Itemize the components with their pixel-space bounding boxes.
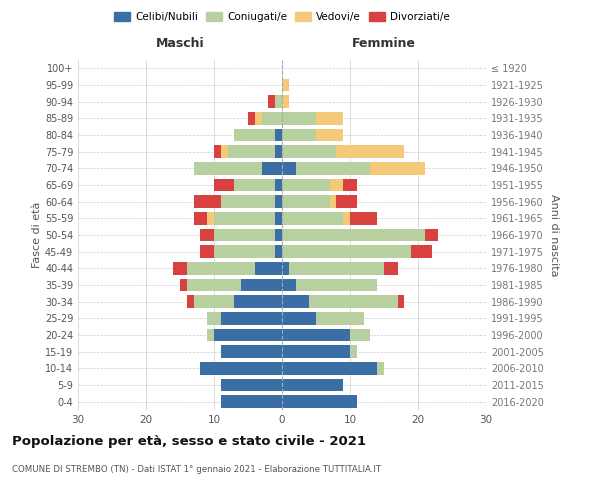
- Bar: [200, 229, 214, 241]
- Bar: [214, 212, 275, 224]
- Bar: [262, 162, 282, 174]
- Bar: [173, 262, 187, 274]
- Bar: [377, 362, 384, 374]
- Bar: [329, 179, 343, 192]
- Bar: [187, 262, 255, 274]
- Bar: [207, 329, 214, 341]
- Bar: [214, 146, 221, 158]
- Bar: [235, 179, 275, 192]
- Bar: [384, 262, 398, 274]
- Bar: [296, 279, 377, 291]
- Bar: [207, 212, 214, 224]
- Bar: [194, 196, 221, 208]
- Bar: [282, 279, 296, 291]
- Bar: [398, 296, 404, 308]
- Bar: [214, 179, 235, 192]
- Bar: [282, 346, 350, 358]
- Bar: [221, 346, 282, 358]
- Bar: [425, 229, 439, 241]
- Bar: [207, 312, 221, 324]
- Bar: [200, 246, 214, 258]
- Bar: [221, 396, 282, 408]
- Bar: [221, 146, 227, 158]
- Bar: [262, 112, 282, 124]
- Bar: [214, 229, 275, 241]
- Bar: [350, 212, 377, 224]
- Bar: [282, 196, 329, 208]
- Bar: [296, 162, 370, 174]
- Bar: [221, 379, 282, 391]
- Bar: [289, 262, 384, 274]
- Y-axis label: Anni di nascita: Anni di nascita: [549, 194, 559, 276]
- Bar: [282, 96, 289, 108]
- Bar: [268, 96, 275, 108]
- Bar: [187, 296, 194, 308]
- Bar: [350, 329, 370, 341]
- Bar: [275, 129, 282, 141]
- Bar: [411, 246, 431, 258]
- Bar: [241, 279, 282, 291]
- Text: Maschi: Maschi: [155, 37, 205, 50]
- Bar: [282, 129, 316, 141]
- Bar: [282, 379, 343, 391]
- Bar: [343, 212, 350, 224]
- Bar: [282, 179, 329, 192]
- Text: COMUNE DI STREMBO (TN) - Dati ISTAT 1° gennaio 2021 - Elaborazione TUTTITALIA.IT: COMUNE DI STREMBO (TN) - Dati ISTAT 1° g…: [12, 465, 381, 474]
- Bar: [316, 312, 364, 324]
- Bar: [255, 262, 282, 274]
- Bar: [275, 196, 282, 208]
- Bar: [194, 162, 262, 174]
- Bar: [370, 162, 425, 174]
- Bar: [316, 112, 343, 124]
- Bar: [282, 79, 289, 92]
- Text: Femmine: Femmine: [352, 37, 416, 50]
- Bar: [282, 162, 296, 174]
- Bar: [275, 212, 282, 224]
- Legend: Celibi/Nubili, Coniugati/e, Vedovi/e, Divorziati/e: Celibi/Nubili, Coniugati/e, Vedovi/e, Di…: [110, 8, 454, 26]
- Bar: [282, 146, 337, 158]
- Bar: [275, 96, 282, 108]
- Bar: [275, 246, 282, 258]
- Bar: [350, 346, 357, 358]
- Bar: [337, 196, 357, 208]
- Bar: [194, 296, 235, 308]
- Bar: [180, 279, 187, 291]
- Bar: [275, 229, 282, 241]
- Bar: [282, 212, 343, 224]
- Bar: [282, 296, 309, 308]
- Bar: [329, 196, 337, 208]
- Bar: [235, 296, 282, 308]
- Bar: [282, 312, 316, 324]
- Bar: [221, 196, 275, 208]
- Bar: [194, 212, 207, 224]
- Bar: [282, 396, 357, 408]
- Bar: [282, 329, 350, 341]
- Bar: [282, 362, 377, 374]
- Bar: [316, 129, 343, 141]
- Text: Popolazione per età, sesso e stato civile - 2021: Popolazione per età, sesso e stato civil…: [12, 435, 366, 448]
- Bar: [214, 329, 282, 341]
- Bar: [275, 146, 282, 158]
- Bar: [200, 362, 282, 374]
- Bar: [235, 129, 275, 141]
- Bar: [282, 229, 425, 241]
- Bar: [221, 312, 282, 324]
- Bar: [343, 179, 357, 192]
- Bar: [309, 296, 398, 308]
- Bar: [227, 146, 275, 158]
- Bar: [248, 112, 255, 124]
- Bar: [187, 279, 241, 291]
- Bar: [337, 146, 404, 158]
- Y-axis label: Fasce di età: Fasce di età: [32, 202, 42, 268]
- Bar: [255, 112, 262, 124]
- Bar: [275, 179, 282, 192]
- Bar: [282, 246, 411, 258]
- Bar: [214, 246, 275, 258]
- Bar: [282, 112, 316, 124]
- Bar: [282, 262, 289, 274]
